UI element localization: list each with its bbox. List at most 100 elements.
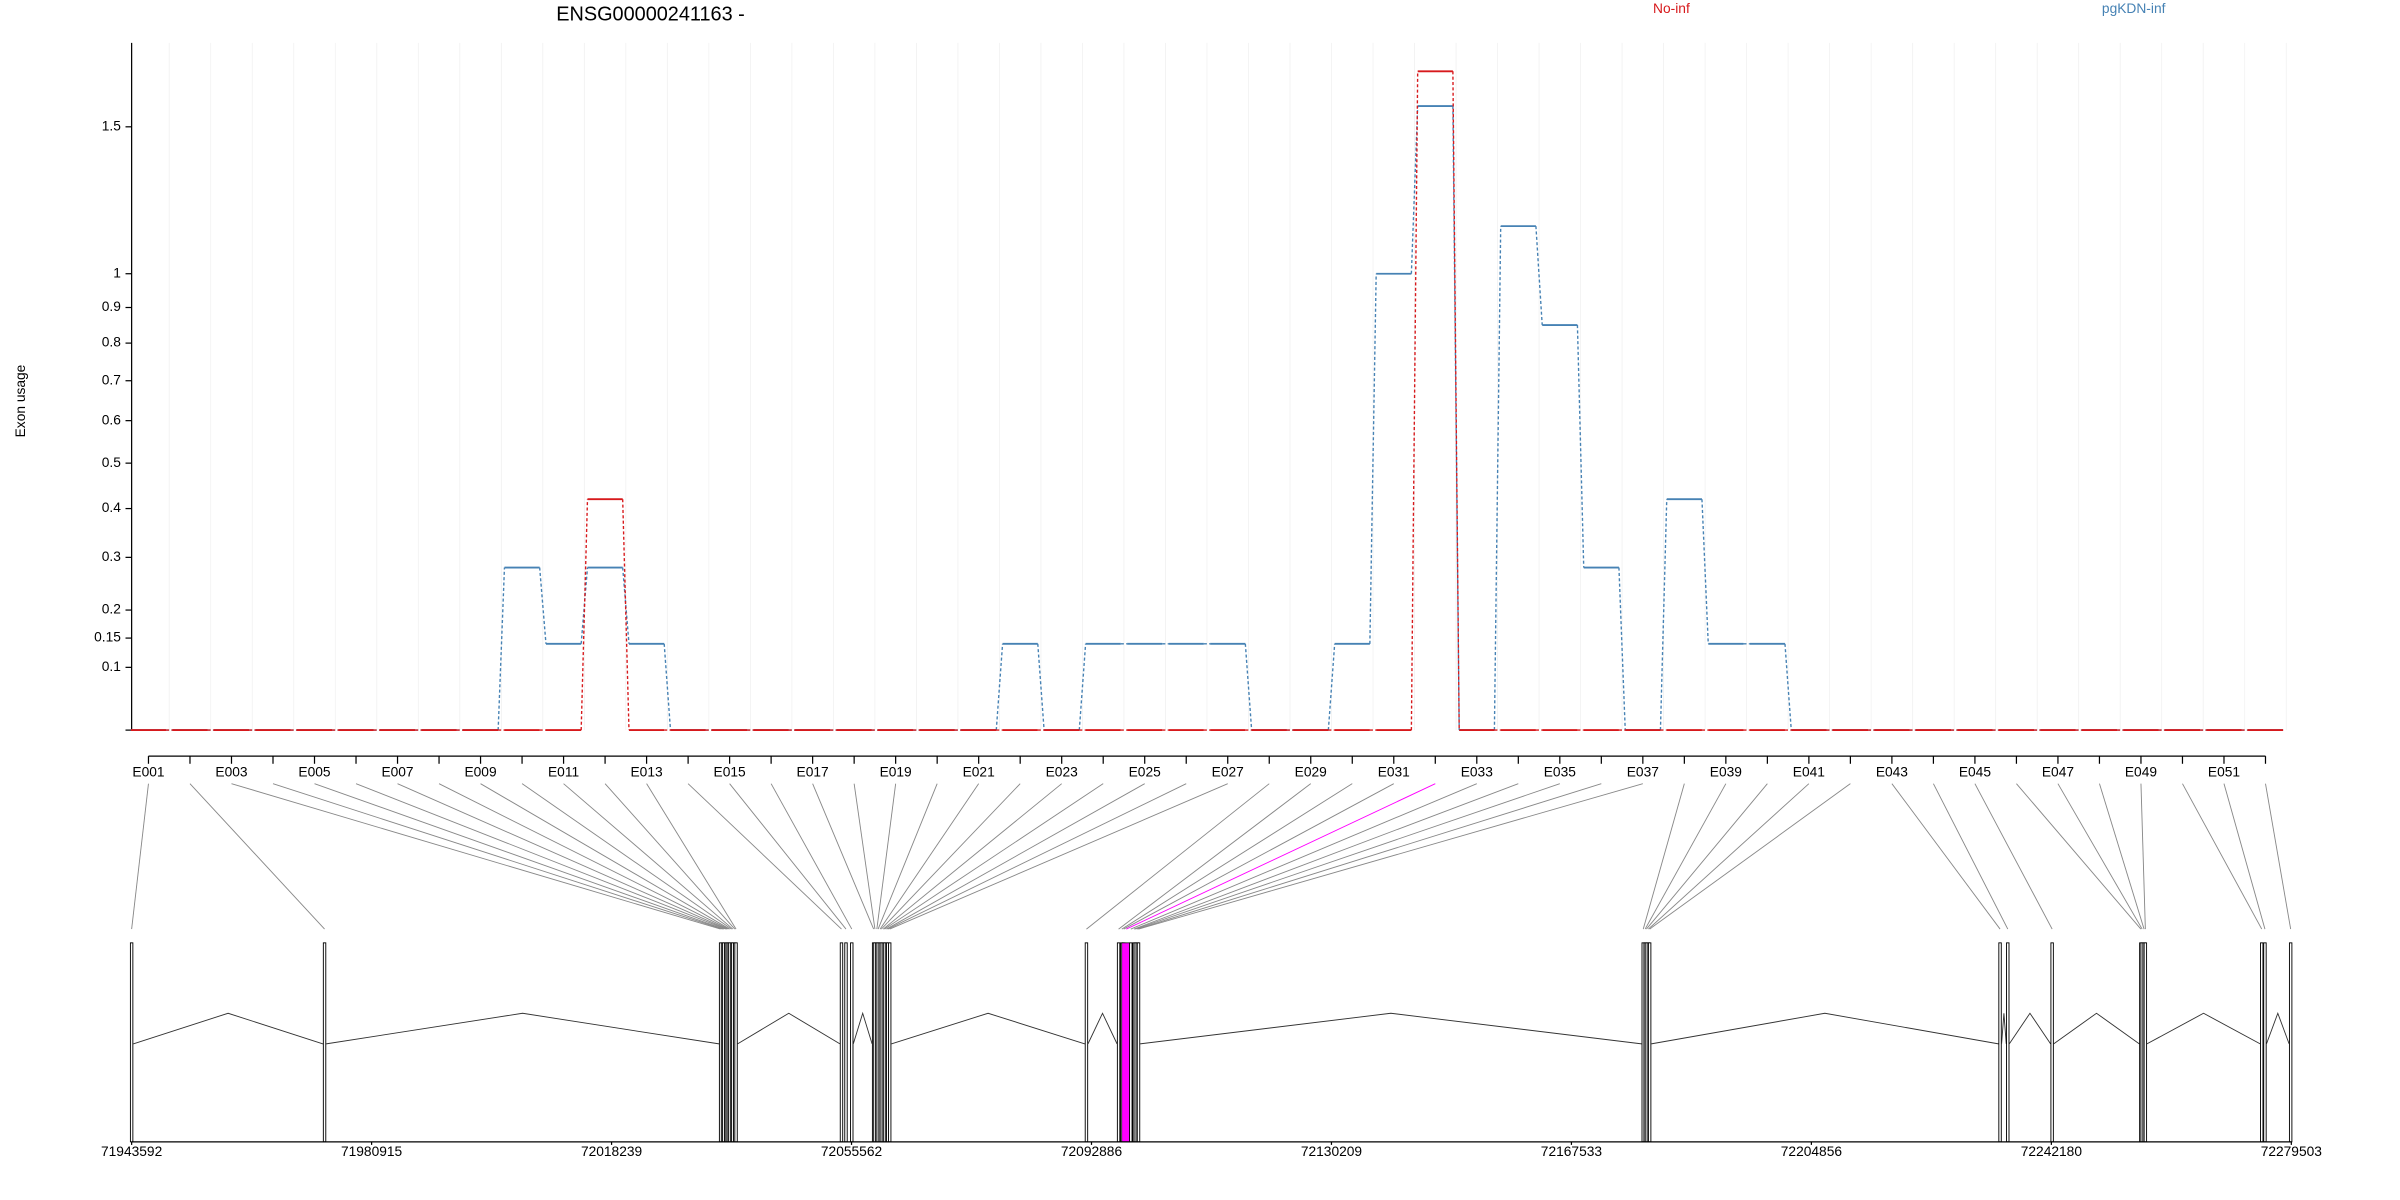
exon-connector [2140, 783, 2146, 930]
step-connector [1244, 643, 1253, 731]
genomic-tick-label: 72018239 [581, 1144, 642, 1159]
y-tick-label: 0.5 [102, 455, 121, 470]
y-tick-label: 1.5 [102, 118, 121, 133]
exon-connector [812, 783, 875, 930]
intron [326, 1012, 720, 1045]
intron [2146, 1012, 2261, 1045]
intron [891, 1012, 1086, 1045]
genomic-tick-label: 72092886 [1061, 1144, 1123, 1159]
genomic-tick-label: 72242180 [2021, 1144, 2083, 1159]
exon-box [1647, 942, 1652, 1143]
genomic-tick-label: 71943592 [101, 1144, 162, 1159]
x-tick-label: E047 [2042, 765, 2074, 780]
x-tick-label: E031 [1378, 765, 1410, 780]
genomic-tick-label: 72167533 [1541, 1144, 1603, 1159]
step-connector [1369, 273, 1377, 644]
exon-connector [1891, 783, 2001, 930]
exon-connector [889, 783, 1228, 930]
x-tick-label: E049 [2125, 765, 2157, 780]
step-connector [580, 499, 589, 731]
legend-label: No-inf [1653, 1, 1690, 16]
step-connector [1784, 643, 1792, 731]
x-tick-label: E025 [1129, 765, 1161, 780]
x-tick-label: E021 [963, 765, 995, 780]
exon-connector [853, 783, 876, 930]
exon-box [2260, 942, 2264, 1143]
y-tick-label: 0.1 [102, 659, 121, 674]
x-tick-label: E009 [464, 765, 496, 780]
x-tick-label: E041 [1793, 765, 1825, 780]
step-connector [1659, 499, 1668, 731]
step-connector [1535, 226, 1543, 326]
exon-connector [882, 783, 1062, 930]
intron [2008, 1012, 2051, 1045]
exon-connector [2265, 783, 2292, 930]
x-tick-label: E039 [1710, 765, 1742, 780]
exon-box [850, 942, 854, 1143]
exon-box [1116, 942, 1121, 1143]
step-connector [1410, 71, 1419, 731]
intron [2001, 1013, 2007, 1044]
exon-connector [1121, 783, 1353, 930]
y-tick-label: 0.4 [102, 500, 121, 515]
step-connector [995, 643, 1004, 731]
exon-connector [1135, 783, 1560, 930]
x-tick-label: E035 [1544, 765, 1576, 780]
x-tick-label: E001 [132, 765, 164, 780]
step-connector [497, 567, 506, 731]
chart-title: ENSG00000241163 - [556, 4, 745, 26]
exon-connector [604, 783, 736, 930]
exon-connector [397, 783, 728, 930]
genomic-tick-label: 72204856 [1781, 1144, 1843, 1159]
step-connector [1037, 643, 1045, 731]
y-tick-label: 0.7 [102, 372, 121, 387]
step-connector [538, 567, 547, 644]
exon-connector [480, 783, 730, 930]
y-tick-label: 1 [113, 265, 121, 280]
genomic-tick-label: 72055562 [821, 1144, 882, 1159]
exon-connector [438, 783, 729, 930]
step-connector [1618, 567, 1626, 731]
intron [133, 1012, 324, 1045]
exon-connector [1086, 783, 1270, 930]
y-tick-label: 0.15 [94, 630, 121, 645]
exon-connector [189, 783, 325, 930]
intron [2266, 1011, 2290, 1045]
exon-connector [1118, 783, 1312, 930]
legend-label: pgKDN-inf [2102, 1, 2166, 16]
genomic-tick-label: 72279503 [2261, 1144, 2323, 1159]
y-tick-label: 0.6 [102, 412, 121, 427]
exon-box [1998, 942, 2002, 1143]
intron [1651, 1012, 1999, 1045]
exon-connector [646, 783, 737, 930]
exon-connector [2016, 783, 2142, 930]
x-tick-label: E045 [1959, 765, 1991, 780]
exon-box [1136, 942, 1141, 1143]
exon-connector [1974, 783, 2053, 930]
x-tick-label: E027 [1212, 765, 1244, 780]
exon-connector [314, 783, 724, 930]
exon-box [2050, 942, 2054, 1143]
step-connector [1078, 643, 1087, 731]
exon-connector [2099, 783, 2145, 930]
x-tick-label: E007 [381, 765, 413, 780]
step-connector [1576, 325, 1585, 568]
exon-connector [1130, 783, 1477, 930]
genomic-tick-label: 72130209 [1301, 1144, 1362, 1159]
exon-box [322, 942, 327, 1143]
intron [2053, 1012, 2140, 1045]
y-tick-label: 0.8 [102, 335, 121, 350]
exon-connector [886, 783, 1145, 930]
step-connector [1701, 499, 1709, 644]
step-connector [621, 499, 630, 731]
exon-connector [879, 783, 980, 930]
exon-box [844, 942, 848, 1143]
x-tick-label: E013 [631, 765, 663, 780]
x-tick-label: E051 [2208, 765, 2240, 780]
step-connector [1327, 643, 1336, 731]
intron [1087, 1012, 1118, 1045]
exon-box [1084, 942, 1089, 1143]
x-tick-label: E015 [714, 765, 746, 780]
exon-connector [1123, 783, 1394, 930]
